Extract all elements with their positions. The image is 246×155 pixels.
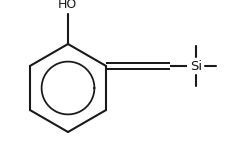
Text: Si: Si xyxy=(190,60,202,73)
Text: HO: HO xyxy=(57,0,77,11)
